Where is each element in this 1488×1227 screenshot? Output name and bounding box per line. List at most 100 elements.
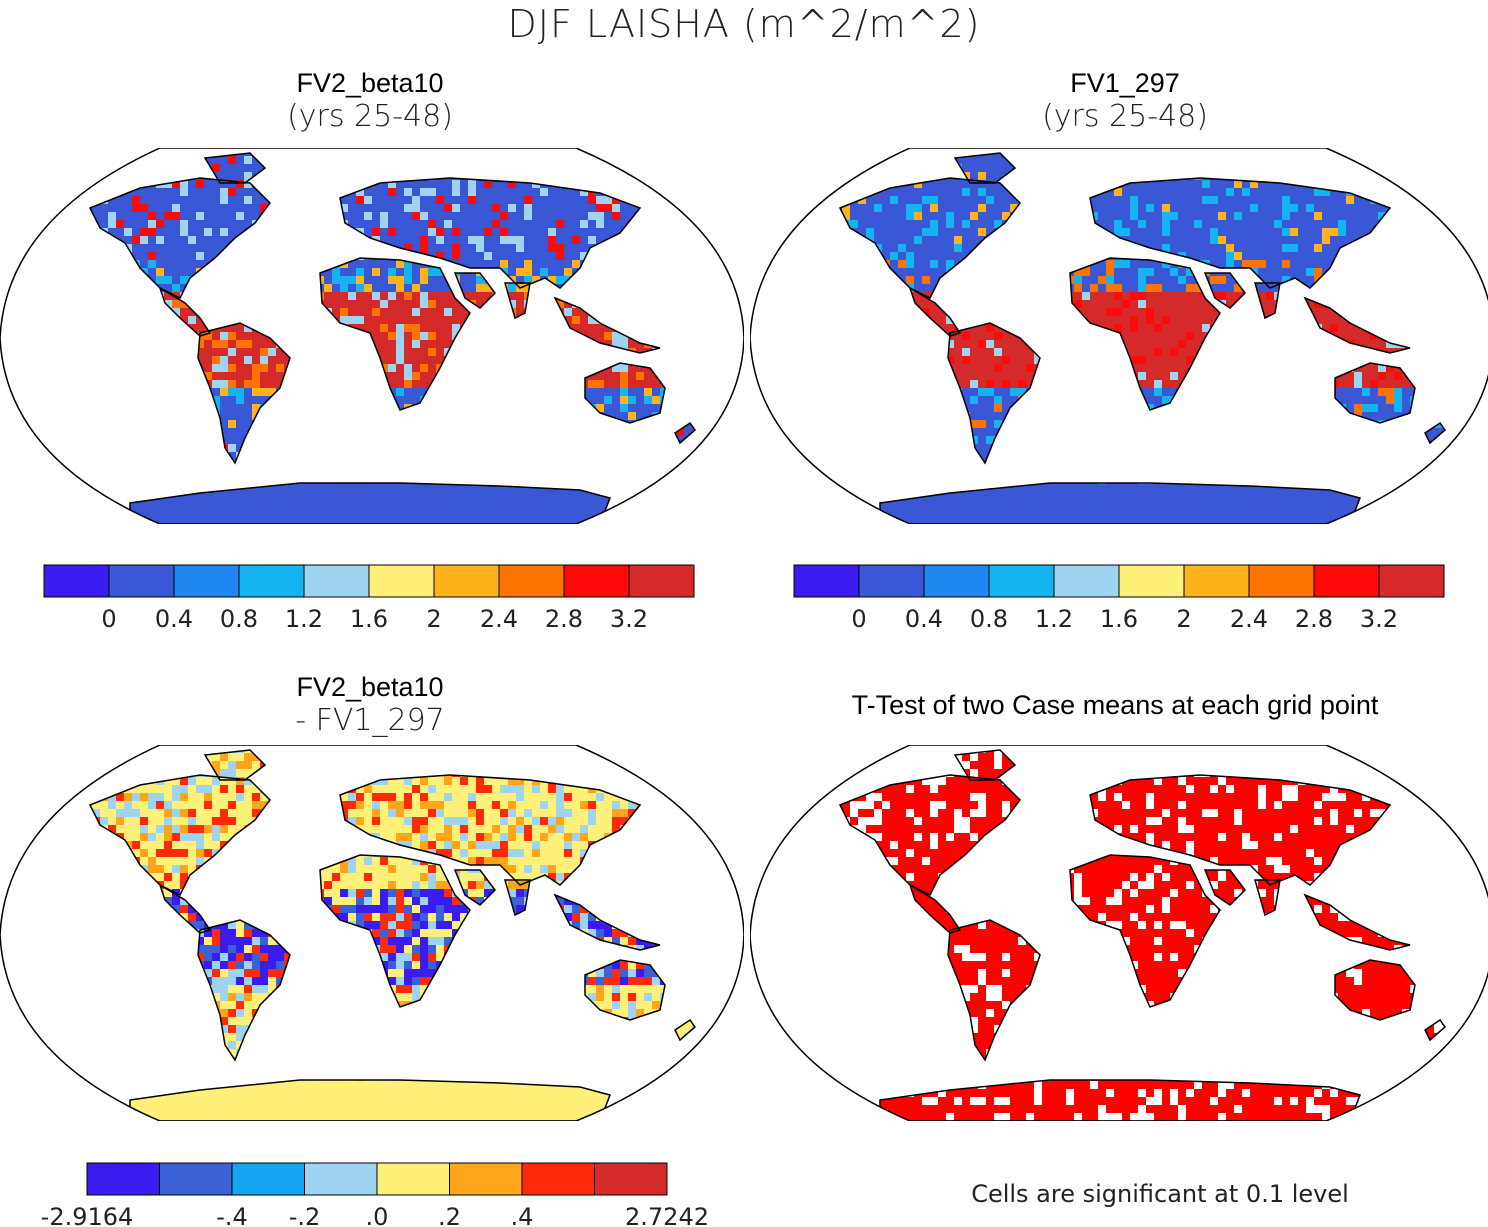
grid-cell <box>316 220 324 228</box>
grid-cell <box>732 244 740 252</box>
grid-cell <box>740 412 744 420</box>
grid-cell <box>1178 148 1186 156</box>
grid-cell <box>404 308 412 316</box>
grid-cell <box>52 236 60 244</box>
grid-cell <box>532 172 540 180</box>
grid-cell <box>708 516 716 524</box>
grid-cell <box>316 196 324 204</box>
grid-cell <box>532 380 540 388</box>
grid-cell <box>276 380 284 388</box>
grid-cell <box>212 236 220 244</box>
grid-cell <box>1370 180 1378 188</box>
grid-cell <box>332 500 340 508</box>
grid-cell <box>676 476 684 484</box>
grid-cell <box>428 372 436 380</box>
grid-cell <box>108 452 116 460</box>
grid-cell <box>492 356 500 364</box>
grid-cell <box>388 452 396 460</box>
grid-cell <box>588 316 596 324</box>
grid-cell <box>572 204 580 212</box>
grid-cell <box>1210 204 1218 212</box>
grid-cell <box>220 372 228 380</box>
grid-cell <box>1042 196 1050 204</box>
grid-cell <box>444 372 452 380</box>
grid-cell <box>324 492 332 500</box>
grid-cell <box>348 172 356 180</box>
grid-cell <box>324 428 332 436</box>
grid-cell <box>540 428 548 436</box>
grid-cell <box>668 204 676 212</box>
grid-cell <box>524 252 532 260</box>
grid-cell <box>660 244 668 252</box>
grid-cell <box>588 452 596 460</box>
grid-cell <box>1034 156 1042 164</box>
grid-cell <box>324 220 332 228</box>
grid-cell <box>212 220 220 228</box>
grid-cell <box>556 252 564 260</box>
grid-cell <box>428 332 436 340</box>
grid-cell <box>212 180 220 188</box>
grid-cell <box>700 316 708 324</box>
grid-cell <box>420 268 428 276</box>
grid-cell <box>44 228 52 236</box>
grid-cell <box>1458 148 1466 156</box>
grid-cell <box>564 316 572 324</box>
grid-cell <box>308 220 316 228</box>
grid-cell <box>468 372 476 380</box>
grid-cell <box>970 164 978 172</box>
grid-cell <box>148 428 156 436</box>
grid-cell <box>388 396 396 404</box>
grid-cell <box>324 260 332 268</box>
grid-cell <box>620 396 628 404</box>
grid-cell <box>1090 164 1098 172</box>
grid-cell <box>1218 164 1226 172</box>
grid-cell <box>636 468 644 476</box>
grid-cell <box>1466 180 1474 188</box>
grid-cell <box>532 324 540 332</box>
grid-cell <box>404 356 412 364</box>
grid-cell <box>668 268 676 276</box>
grid-cell <box>172 476 180 484</box>
grid-cell <box>770 172 778 180</box>
grid-cell <box>140 412 148 420</box>
grid-cell <box>660 212 668 220</box>
grid-cell <box>740 444 744 452</box>
grid-cell <box>1218 148 1226 156</box>
grid-cell <box>476 404 484 412</box>
grid-cell <box>380 436 388 444</box>
grid-cell <box>108 468 116 476</box>
grid-cell <box>180 292 188 300</box>
grid-cell <box>652 180 660 188</box>
grid-cell <box>468 252 476 260</box>
grid-cell <box>68 268 76 276</box>
grid-cell <box>444 492 452 500</box>
grid-cell <box>300 212 308 220</box>
grid-cell <box>196 308 204 316</box>
grid-cell <box>132 460 140 468</box>
grid-cell <box>548 180 556 188</box>
grid-cell <box>1458 188 1466 196</box>
grid-cell <box>786 172 794 180</box>
grid-cell <box>644 476 652 484</box>
grid-cell <box>684 268 692 276</box>
grid-cell <box>28 188 36 196</box>
grid-cell <box>140 332 148 340</box>
grid-cell <box>148 508 156 516</box>
grid-cell <box>84 236 92 244</box>
grid-cell <box>492 452 500 460</box>
grid-cell <box>938 204 946 212</box>
grid-cell <box>372 412 380 420</box>
grid-cell <box>676 188 684 196</box>
grid-cell <box>292 172 300 180</box>
grid-cell <box>60 156 68 164</box>
grid-cell <box>188 156 196 164</box>
grid-cell <box>732 372 740 380</box>
grid-cell <box>740 244 744 252</box>
grid-cell <box>428 212 436 220</box>
grid-cell <box>420 452 428 460</box>
grid-cell <box>684 460 692 468</box>
grid-cell <box>124 284 132 292</box>
grid-cell <box>44 292 52 300</box>
grid-cell <box>52 164 60 172</box>
grid-cell <box>1194 196 1202 204</box>
